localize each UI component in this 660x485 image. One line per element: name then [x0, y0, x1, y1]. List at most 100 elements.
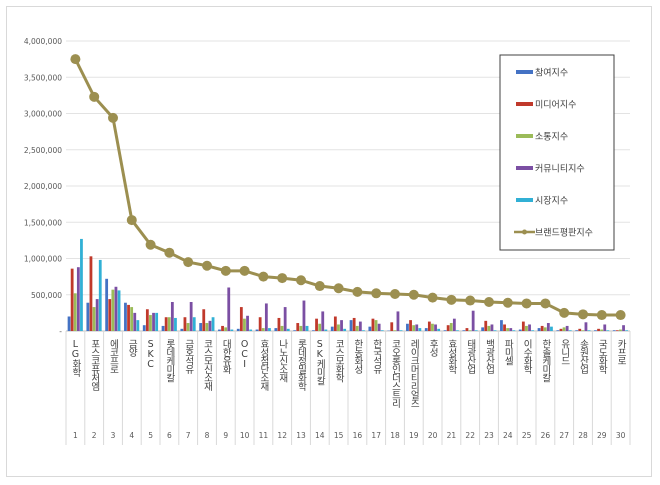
y-tick-label: 3,000,000 — [24, 110, 62, 119]
bar-2 — [578, 328, 582, 331]
legend-swatch — [516, 166, 533, 170]
bar-3 — [149, 315, 152, 331]
bar-4 — [452, 318, 456, 331]
x-rank-label: 4 — [129, 431, 134, 440]
brand-index-point — [408, 289, 419, 300]
x-category-label: 태광산업 — [465, 339, 476, 374]
bar-4 — [76, 267, 80, 331]
bar-1 — [142, 325, 146, 331]
x-rank-label: 1 — [73, 431, 78, 440]
bar-1 — [518, 329, 522, 331]
bar-4 — [434, 324, 437, 331]
bar-2 — [333, 316, 337, 331]
brand-index-point — [258, 271, 269, 282]
x-rank-label: 29 — [597, 431, 607, 440]
brand-index-point — [145, 239, 156, 250]
y-tick-label: 2,500,000 — [24, 146, 62, 155]
bar-1 — [443, 330, 447, 331]
bar-3 — [468, 330, 472, 331]
bar-2 — [164, 317, 168, 331]
bar-4 — [546, 323, 550, 331]
bar-5 — [324, 329, 328, 331]
legend-label: 브랜드평판지수 — [535, 228, 593, 239]
bar-1 — [67, 316, 71, 331]
brand-index-point — [333, 283, 344, 294]
bar-5 — [587, 330, 591, 331]
bar-3 — [261, 328, 265, 331]
x-category-label: 금호석유 — [183, 339, 194, 375]
x-category-label: 한국석유 — [371, 339, 382, 375]
bar-1 — [105, 278, 109, 331]
bar-2 — [559, 328, 563, 331]
bar-2 — [390, 322, 394, 331]
bar-1 — [293, 330, 297, 331]
bar-3 — [393, 330, 397, 331]
x-category-label: 대한유화 — [220, 339, 231, 375]
brand-index-point — [615, 310, 626, 321]
bar-1 — [86, 302, 90, 331]
bar-3 — [205, 323, 209, 331]
bar-4 — [490, 324, 494, 331]
bar-1 — [406, 323, 409, 331]
bar-3 — [92, 307, 96, 331]
bar-5 — [343, 328, 347, 331]
bar-2 — [427, 321, 431, 331]
bar-4 — [170, 302, 174, 331]
bar-3 — [619, 329, 622, 331]
bar-4 — [133, 312, 137, 331]
bar-5 — [606, 330, 610, 331]
bar-5 — [568, 330, 572, 331]
bar-4 — [358, 321, 362, 331]
x-category-label: 효성화학 — [446, 339, 457, 375]
y-tick-label: 3,500,000 — [24, 73, 62, 82]
bar-4 — [565, 325, 569, 331]
bar-5 — [399, 330, 403, 331]
bar-5 — [380, 330, 384, 331]
bar-1 — [255, 329, 259, 331]
bar-4 — [396, 311, 400, 331]
legend-swatch — [516, 134, 533, 138]
bar-1 — [330, 326, 334, 331]
brand-index-point — [352, 286, 363, 297]
bar-5 — [211, 317, 215, 331]
bar-5 — [80, 238, 83, 331]
x-category-label: 코스모화학 — [333, 339, 344, 383]
brand-index-point — [371, 288, 382, 299]
bar-5 — [531, 330, 535, 331]
bar-2 — [202, 309, 206, 331]
brand-index-point — [220, 265, 231, 276]
legend-label: 참여지수 — [535, 67, 568, 79]
x-rank-label: 7 — [186, 431, 191, 440]
bar-2 — [296, 323, 300, 331]
brand-index-point — [559, 307, 570, 318]
x-category-label: 효성첨단소재 — [258, 339, 269, 392]
bar-1 — [368, 326, 372, 331]
x-category-label: 한솔케미칼 — [540, 339, 551, 382]
bar-3 — [600, 329, 604, 331]
x-rank-label: 23 — [484, 431, 494, 440]
bar-5 — [474, 330, 478, 331]
bar-1 — [180, 328, 184, 331]
bar-2 — [615, 330, 619, 331]
x-category-label: 금양 — [126, 339, 137, 357]
bar-5 — [493, 330, 497, 331]
bar-2 — [277, 317, 281, 331]
bar-3 — [111, 289, 115, 331]
bar-5 — [174, 317, 177, 331]
chart-frame — [6, 6, 652, 477]
bar-3 — [355, 325, 359, 331]
bar-2 — [239, 307, 243, 331]
x-rank-label: 5 — [148, 431, 153, 440]
bar-3 — [487, 325, 491, 331]
bar-1 — [236, 328, 240, 331]
bar-2 — [108, 299, 112, 331]
bar-2 — [409, 320, 412, 331]
x-rank-label: 9 — [223, 431, 228, 440]
bar-2 — [258, 317, 262, 331]
brand-index-point — [427, 292, 438, 303]
bar-5 — [437, 328, 441, 331]
bar-4 — [471, 310, 475, 331]
brand-index-point — [108, 112, 118, 123]
bar-2 — [521, 321, 525, 331]
x-category-label: 백광산업 — [484, 339, 495, 374]
